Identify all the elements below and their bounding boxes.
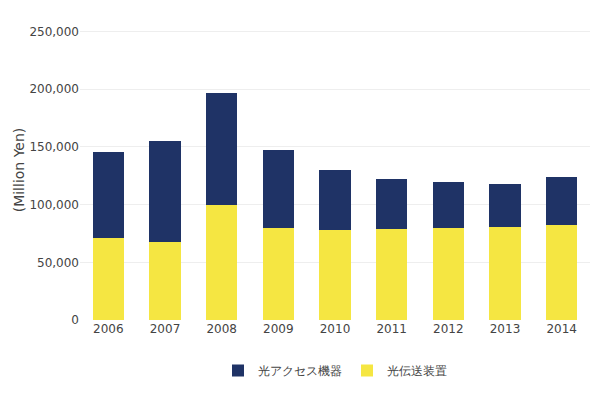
svg-text:2007: 2007 [150, 322, 181, 336]
svg-text:光伝送装置: 光伝送装置 [387, 364, 447, 378]
svg-text:100,000: 100,000 [29, 198, 79, 212]
svg-text:2011: 2011 [376, 322, 407, 336]
svg-text:2009: 2009 [263, 322, 294, 336]
svg-text:50,000: 50,000 [37, 256, 79, 270]
svg-text:2008: 2008 [206, 322, 237, 336]
svg-text:2013: 2013 [490, 322, 521, 336]
svg-text:光アクセス機器: 光アクセス機器 [258, 364, 342, 378]
svg-text:2014: 2014 [546, 322, 577, 336]
svg-text:150,000: 150,000 [29, 140, 79, 154]
svg-text:250,000: 250,000 [29, 25, 79, 39]
svg-text:200,000: 200,000 [29, 82, 79, 96]
svg-text:(Million Yen): (Million Yen) [11, 128, 27, 213]
svg-text:2012: 2012 [433, 322, 464, 336]
svg-text:2010: 2010 [320, 322, 351, 336]
svg-text:2006: 2006 [93, 322, 124, 336]
svg-text:0: 0 [71, 313, 79, 327]
